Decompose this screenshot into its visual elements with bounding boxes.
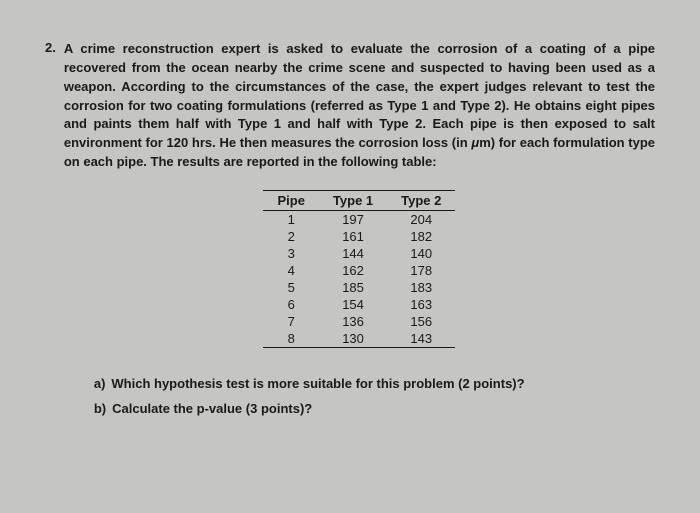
sub-label-b: b)	[94, 401, 106, 416]
cell-type1: 161	[319, 228, 387, 245]
question-body: A crime reconstruction expert is asked t…	[64, 40, 655, 426]
table-row: 7 136 156	[263, 313, 455, 330]
cell-pipe: 8	[263, 330, 318, 348]
cell-type1: 197	[319, 210, 387, 228]
header-type2: Type 2	[387, 190, 455, 210]
cell-type2: 204	[387, 210, 455, 228]
table-row: 1 197 204	[263, 210, 455, 228]
table-row: 2 161 182	[263, 228, 455, 245]
cell-type1: 162	[319, 262, 387, 279]
table-row: 6 154 163	[263, 296, 455, 313]
problem-text: A crime reconstruction expert is asked t…	[64, 40, 655, 172]
sub-question-b: b) Calculate the p-value (3 points)?	[94, 401, 655, 416]
table-header-row: Pipe Type 1 Type 2	[263, 190, 455, 210]
table-row: 3 144 140	[263, 245, 455, 262]
question-number: 2.	[45, 40, 56, 426]
table-row: 5 185 183	[263, 279, 455, 296]
cell-pipe: 7	[263, 313, 318, 330]
cell-type2: 183	[387, 279, 455, 296]
sub-questions: a) Which hypothesis test is more suitabl…	[64, 376, 655, 416]
cell-pipe: 6	[263, 296, 318, 313]
data-table-container: Pipe Type 1 Type 2 1 197 204 2 161 182	[64, 190, 655, 348]
cell-type1: 185	[319, 279, 387, 296]
cell-type2: 182	[387, 228, 455, 245]
cell-pipe: 5	[263, 279, 318, 296]
cell-type1: 144	[319, 245, 387, 262]
cell-pipe: 1	[263, 210, 318, 228]
cell-type1: 130	[319, 330, 387, 348]
question-wrapper: 2. A crime reconstruction expert is aske…	[45, 40, 655, 426]
sub-text-b: Calculate the p-value (3 points)?	[112, 401, 312, 416]
cell-type2: 163	[387, 296, 455, 313]
cell-type1: 154	[319, 296, 387, 313]
cell-pipe: 3	[263, 245, 318, 262]
cell-type1: 136	[319, 313, 387, 330]
table-row: 8 130 143	[263, 330, 455, 348]
cell-pipe: 4	[263, 262, 318, 279]
cell-type2: 140	[387, 245, 455, 262]
cell-type2: 143	[387, 330, 455, 348]
sub-label-a: a)	[94, 376, 106, 391]
header-type1: Type 1	[319, 190, 387, 210]
corrosion-data-table: Pipe Type 1 Type 2 1 197 204 2 161 182	[263, 190, 455, 348]
sub-text-a: Which hypothesis test is more suitable f…	[111, 376, 524, 391]
header-pipe: Pipe	[263, 190, 318, 210]
cell-pipe: 2	[263, 228, 318, 245]
table-row: 4 162 178	[263, 262, 455, 279]
sub-question-a: a) Which hypothesis test is more suitabl…	[94, 376, 655, 391]
cell-type2: 178	[387, 262, 455, 279]
cell-type2: 156	[387, 313, 455, 330]
